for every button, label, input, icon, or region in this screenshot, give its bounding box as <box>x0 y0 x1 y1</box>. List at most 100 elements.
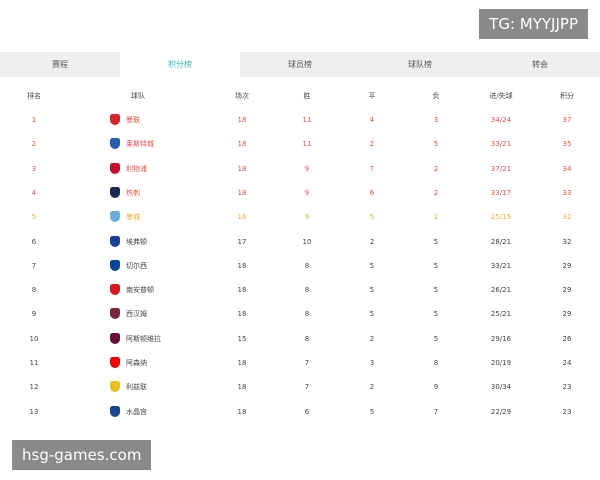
cell-goals: 22/29 <box>490 407 512 416</box>
cell-played: 18 <box>237 286 247 295</box>
team-name[interactable]: 埃弗顿 <box>126 237 147 246</box>
team-name[interactable]: 阿斯顿维拉 <box>126 334 161 343</box>
cell-points: 33 <box>562 188 572 197</box>
cell-rank: 5 <box>31 213 37 222</box>
cell-lost: 5 <box>433 140 439 149</box>
column-header: 积分 <box>560 92 574 100</box>
cell-drawn: 2 <box>369 140 375 149</box>
cell-drawn: 5 <box>369 310 375 319</box>
cell-drawn: 2 <box>369 383 375 392</box>
team-crest <box>110 381 120 393</box>
cell-won: 9 <box>304 188 310 197</box>
cell-played: 18 <box>237 188 247 197</box>
cell-lost: 2 <box>433 188 439 197</box>
cell-won: 9 <box>304 213 310 222</box>
cell-points: 32 <box>562 213 572 222</box>
cell-rank: 7 <box>31 261 37 270</box>
cell-points: 29 <box>562 286 572 295</box>
cell-won: 8 <box>304 261 310 270</box>
tab[interactable]: 赛程 <box>0 52 120 77</box>
cell-rank: 12 <box>29 383 39 392</box>
cell-drawn: 4 <box>369 116 375 124</box>
cell-played: 18 <box>237 407 247 416</box>
team-name[interactable]: 曼城 <box>126 213 140 222</box>
cell-points: 37 <box>562 116 572 124</box>
cell-points: 35 <box>562 140 572 149</box>
cell-goals: 33/21 <box>490 140 512 149</box>
team-name[interactable]: 切尔西 <box>126 261 147 270</box>
cell-drawn: 2 <box>369 334 375 343</box>
cell-drawn: 6 <box>369 188 375 197</box>
cell-points: 34 <box>562 164 572 173</box>
cell-played: 18 <box>237 359 247 367</box>
team-crest <box>110 332 120 344</box>
team-crest <box>110 308 120 320</box>
cell-lost: 7 <box>433 407 439 416</box>
cell-points: 26 <box>562 334 572 343</box>
cell-rank: 1 <box>31 116 37 124</box>
cell-won: 11 <box>302 116 312 124</box>
team-name[interactable]: 热刺 <box>126 188 140 197</box>
team-name[interactable]: 西汉姆 <box>126 310 147 319</box>
cell-lost: 2 <box>433 213 439 222</box>
cell-points: 24 <box>562 359 572 367</box>
team-name[interactable]: 利物浦 <box>126 164 147 173</box>
watermark: hsg-games.com <box>12 440 152 470</box>
team-name[interactable]: 南安普顿 <box>126 286 154 295</box>
team-crest <box>110 405 120 417</box>
team-crest <box>110 114 120 125</box>
team-crest <box>110 259 120 271</box>
cell-drawn: 5 <box>369 407 375 416</box>
team-crest <box>110 162 120 174</box>
team-name[interactable]: 水晶宫 <box>126 407 147 416</box>
cell-lost: 5 <box>433 334 439 343</box>
team-name[interactable]: 曼联 <box>126 116 140 124</box>
cell-played: 18 <box>237 140 247 149</box>
column-header: 进/失球 <box>489 92 513 100</box>
cell-drawn: 2 <box>369 237 375 246</box>
cell-points: 32 <box>562 237 572 246</box>
cell-played: 18 <box>237 116 247 124</box>
cell-rank: 4 <box>31 188 37 197</box>
cell-won: 8 <box>304 310 310 319</box>
cell-drawn: 5 <box>369 286 375 295</box>
cell-won: 11 <box>302 140 312 149</box>
cell-rank: 10 <box>29 334 39 343</box>
cell-drawn: 7 <box>369 164 375 173</box>
cell-goals: 20/19 <box>490 359 512 367</box>
cell-rank: 8 <box>31 286 37 295</box>
cell-points: 23 <box>562 407 572 416</box>
team-name[interactable]: 莱斯特城 <box>126 140 154 149</box>
cell-rank: 11 <box>29 359 39 367</box>
tab[interactable]: 球队榜 <box>360 52 480 77</box>
tab[interactable]: 积分榜 <box>120 52 240 77</box>
cell-played: 18 <box>237 383 247 392</box>
cell-played: 16 <box>237 213 247 222</box>
cell-rank: 9 <box>31 310 37 319</box>
team-crest <box>110 211 120 223</box>
cell-lost: 5 <box>433 310 439 319</box>
cell-drawn: 5 <box>369 261 375 270</box>
team-name[interactable]: 利兹联 <box>126 383 147 392</box>
cell-goals: 33/21 <box>490 261 512 270</box>
tab[interactable]: 转会 <box>480 52 600 77</box>
team-name[interactable]: 阿森纳 <box>126 359 147 367</box>
cell-rank: 3 <box>31 164 37 173</box>
cell-drawn: 3 <box>369 359 375 367</box>
cell-lost: 5 <box>433 286 439 295</box>
cell-points: 23 <box>562 383 572 392</box>
cell-goals: 30/34 <box>490 383 512 392</box>
tab[interactable]: 球员榜 <box>240 52 360 77</box>
cell-won: 7 <box>304 359 310 367</box>
cell-goals: 33/17 <box>490 188 512 197</box>
column-header: 胜 <box>303 92 311 100</box>
cell-goals: 34/24 <box>490 116 512 124</box>
cell-goals: 25/21 <box>490 310 512 319</box>
cell-lost: 9 <box>433 383 439 392</box>
cell-won: 7 <box>304 383 310 392</box>
watermark: TG: MYYJJPP <box>479 9 588 39</box>
cell-rank: 6 <box>31 237 37 246</box>
cell-played: 18 <box>237 261 247 270</box>
cell-goals: 25/15 <box>490 213 512 222</box>
